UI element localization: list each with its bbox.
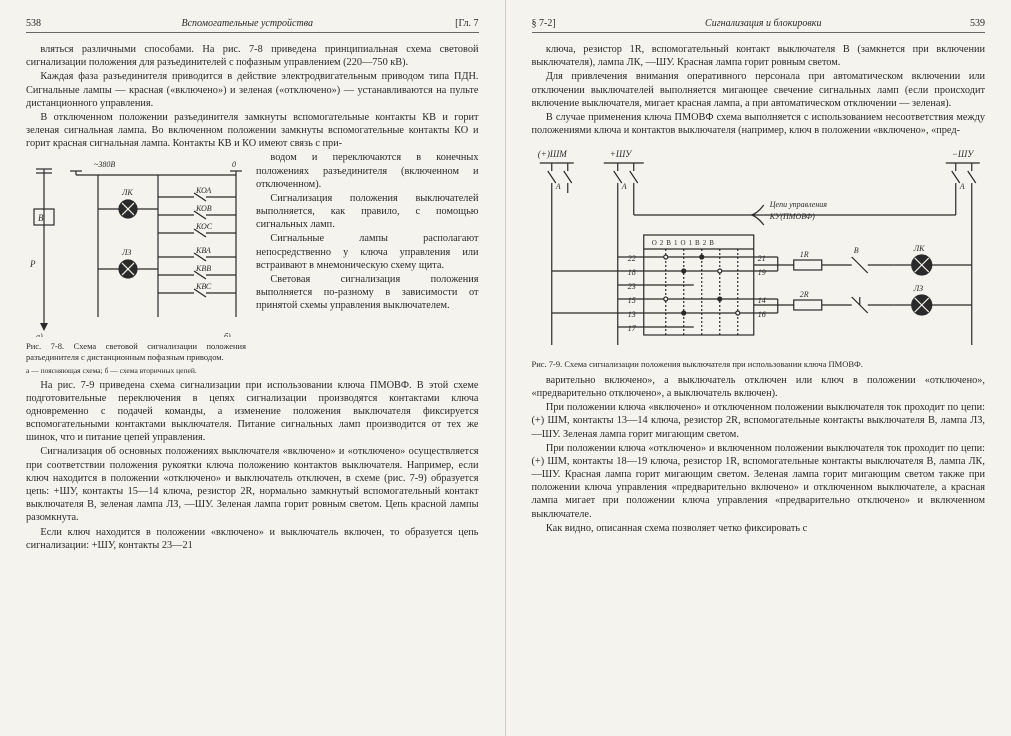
figure-7-9: (+)ШМ +ШУ −ШУ А А А bbox=[532, 145, 986, 370]
header-title-right: Сигнализация и блокировки bbox=[582, 18, 946, 29]
label-shu-minus: −ШУ bbox=[951, 149, 973, 159]
label-ku1: Цепи управления bbox=[768, 200, 827, 209]
fig-sub-b: б) bbox=[224, 332, 231, 337]
contact-label: КВС bbox=[195, 282, 212, 291]
ku-pin: 15 bbox=[627, 296, 635, 305]
ku-pin: 17 bbox=[627, 324, 636, 333]
fig-zero: 0 bbox=[232, 160, 236, 169]
label-A: А bbox=[958, 182, 964, 191]
para: На рис. 7-9 приведена схема сигнализации… bbox=[26, 379, 479, 445]
fig-380v: ~380В bbox=[94, 160, 115, 169]
page-number-left: 538 bbox=[26, 18, 66, 29]
label-2R: 2R bbox=[799, 290, 808, 299]
left-page: 538 Вспомогательные устройства [Гл. 7 вл… bbox=[0, 0, 506, 736]
fig-label-P: Р bbox=[29, 259, 36, 269]
contact-label: КВА bbox=[195, 246, 211, 255]
right-page: § 7-2] Сигнализация и блокировки 539 клю… bbox=[506, 0, 1011, 736]
fig-LZ: ЛЗ bbox=[121, 248, 131, 257]
ku-pin: 16 bbox=[757, 310, 765, 319]
label-LK: ЛК bbox=[912, 244, 924, 253]
para: ключа, резистор 1R, вспомогательный конт… bbox=[532, 43, 986, 69]
label-A: А bbox=[554, 182, 560, 191]
label-shm: (+)ШМ bbox=[537, 149, 566, 159]
para: варительно включено», а выключатель откл… bbox=[532, 374, 986, 400]
para: Сигнализация об основных положениях выкл… bbox=[26, 445, 479, 524]
para: вляться различными способами. На рис. 7-… bbox=[26, 43, 479, 69]
figure-7-8-caption: Рис. 7-8. Схема световой сигнализации по… bbox=[26, 341, 246, 362]
ku-pin: 13 bbox=[627, 310, 635, 319]
para: В случае применения ключа ПМОВФ схема вы… bbox=[532, 111, 986, 137]
chapter-label-left: [Гл. 7 bbox=[429, 18, 479, 29]
contact-label: КОС bbox=[195, 222, 213, 231]
figure-7-8: В Р а) ~380В 0 bbox=[26, 157, 246, 374]
right-header: § 7-2] Сигнализация и блокировки 539 bbox=[532, 18, 986, 33]
ku-pin: 14 bbox=[757, 296, 765, 305]
ku-pin: 22 bbox=[627, 254, 635, 263]
para: Для привлечения внимания оперативного пе… bbox=[532, 70, 986, 110]
header-title-left: Вспомогательные устройства bbox=[66, 18, 429, 29]
label-A: А bbox=[620, 182, 626, 191]
ku-pin: 19 bbox=[757, 268, 765, 277]
contact-label: КОВ bbox=[195, 204, 212, 213]
ku-top-row: О2В1О1В2В bbox=[651, 239, 716, 247]
para: В отключенном положении разъединителя за… bbox=[26, 111, 479, 151]
fig-sub-a: а) bbox=[36, 332, 43, 337]
label-shu-plus: +ШУ bbox=[609, 149, 631, 159]
contact-label: КОА bbox=[195, 186, 211, 195]
ku-pin: 18 bbox=[627, 268, 635, 277]
para: Как видно, описанная схема позволяет чет… bbox=[532, 522, 986, 535]
figure-7-9-svg: (+)ШМ +ШУ −ШУ А А А bbox=[532, 145, 986, 355]
para: Если ключ находится в положении «включен… bbox=[26, 526, 479, 552]
label-ku2: КУ(ПМОВФ) bbox=[768, 212, 814, 221]
ku-pin: 23 bbox=[627, 282, 635, 291]
page-number-right: 539 bbox=[945, 18, 985, 29]
label-1R: 1R bbox=[799, 250, 808, 259]
fig-label-B: В bbox=[38, 213, 44, 223]
left-header: 538 Вспомогательные устройства [Гл. 7 bbox=[26, 18, 479, 33]
label-LZ: ЛЗ bbox=[912, 284, 922, 293]
label-B: В bbox=[853, 246, 858, 255]
figure-7-8-svg: В Р а) ~380В 0 bbox=[26, 157, 246, 337]
ku-pin: 21 bbox=[757, 254, 765, 263]
fig-LK: ЛК bbox=[121, 188, 133, 197]
contact-label: КВВ bbox=[195, 264, 211, 273]
para: При положении ключа «отключено» и включе… bbox=[532, 442, 986, 521]
figure-7-8-subcaption: а — поясняющая схема; б — схема вторичны… bbox=[26, 366, 246, 375]
para: При положении ключа «включено» и отключе… bbox=[532, 401, 986, 441]
para: Каждая фаза разъединителя приводится в д… bbox=[26, 70, 479, 110]
section-label-right: § 7-2] bbox=[532, 18, 582, 29]
figure-7-9-caption: Рис. 7-9. Схема сигнализации положения в… bbox=[532, 359, 986, 370]
